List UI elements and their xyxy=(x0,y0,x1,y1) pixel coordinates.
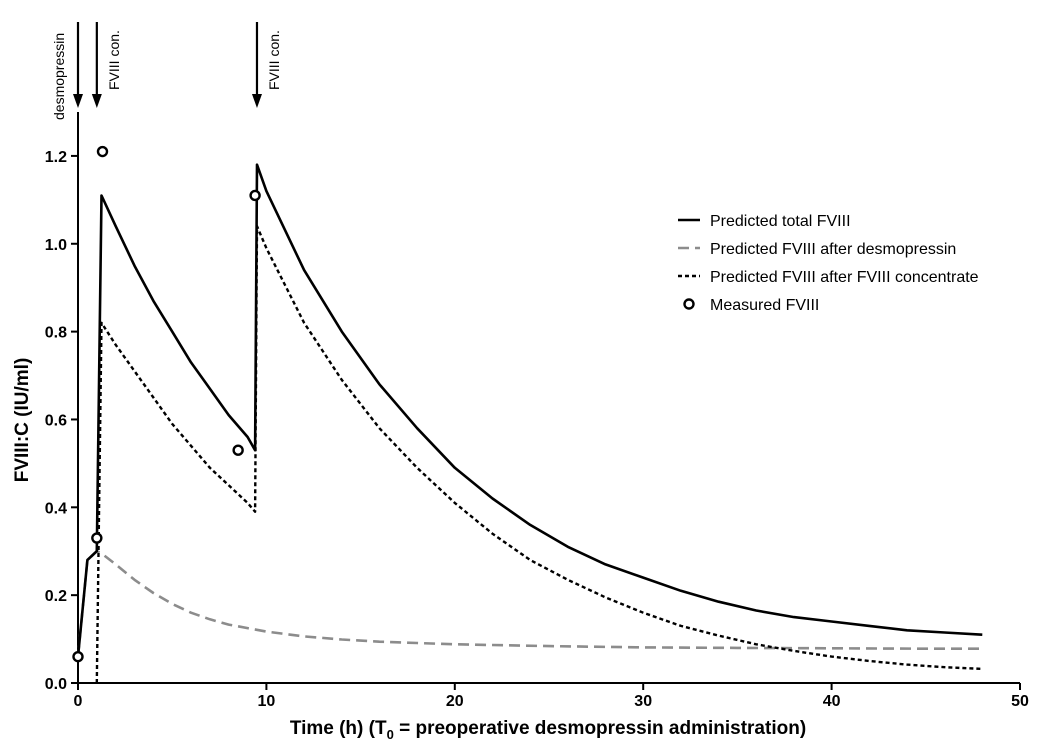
annotations: desmopressin FVIII con. FVIII con. xyxy=(51,22,282,120)
legend-item: Predicted total FVIII xyxy=(678,213,851,230)
y-tick-label: 0.6 xyxy=(45,412,67,429)
x-tick-label: 30 xyxy=(634,693,652,710)
x-axis-title-suffix: = preoperative desmopressin administrati… xyxy=(394,718,806,739)
series-layer xyxy=(72,145,983,684)
dose-annotation: FVIII con. xyxy=(251,22,282,108)
x-axis-title-prefix: Time (h) (T xyxy=(290,718,387,739)
measured-fviii-point xyxy=(91,532,103,544)
series-line-concentrate xyxy=(95,224,983,684)
x-tick-label: 10 xyxy=(258,693,276,710)
legend-item: Measured FVIII xyxy=(683,297,819,314)
series-line-desmopressin xyxy=(76,549,983,657)
legend-item: Predicted FVIII after desmopressin xyxy=(678,241,956,258)
measured-fviii-point xyxy=(96,145,109,158)
measured-fviii-point xyxy=(72,650,84,663)
legend-swatch xyxy=(683,298,695,310)
dose-arrow-head xyxy=(91,94,102,108)
y-tick-label: 0.4 xyxy=(45,500,67,517)
x-axis-title: Time (h) (T0 = preoperative desmopressin… xyxy=(290,718,806,742)
y-axis-title: FVIII:C (IU/ml) xyxy=(12,358,33,483)
x-tick-label: 40 xyxy=(823,693,841,710)
y-tick-label: 0.2 xyxy=(45,588,67,605)
y-tick-label: 1.2 xyxy=(45,149,67,166)
legend-label: Predicted FVIII after desmopressin xyxy=(710,241,956,258)
y-tick-label: 0.0 xyxy=(45,676,67,693)
measured-fviii-point xyxy=(249,189,261,202)
x-axis-title-subscript: 0 xyxy=(387,727,394,742)
series-line-total xyxy=(76,163,983,657)
dose-annotation-label: FVIII con. xyxy=(106,30,122,90)
x-tick-label: 50 xyxy=(1011,693,1029,710)
legend: Predicted total FVIII Predicted FVIII aft… xyxy=(678,213,979,314)
dose-annotation: desmopressin xyxy=(51,22,83,120)
legend-label: Measured FVIII xyxy=(710,297,819,314)
legend-item: Predicted FVIII after FVIII concentrate xyxy=(678,269,979,286)
measured-fviii-point xyxy=(232,444,244,456)
dose-annotation-label: desmopressin xyxy=(51,33,67,120)
dose-annotation: FVIII con. xyxy=(91,22,122,108)
legend-label: Predicted FVIII after FVIII concentrate xyxy=(710,269,979,286)
dose-annotation-label: FVIII con. xyxy=(266,30,282,90)
y-tick-label: 1.0 xyxy=(45,237,67,254)
y-tick-label: 0.8 xyxy=(45,325,67,342)
legend-label: Predicted total FVIII xyxy=(710,213,851,230)
axes: 0 10 20 30 40 50 0.0 0.2 0.4 0.6 0.8 1.0 1.2 xyxy=(45,112,1029,710)
dose-arrow-head xyxy=(73,94,83,108)
x-tick-label: 20 xyxy=(446,693,464,710)
dose-arrow-head xyxy=(251,94,262,108)
x-tick-label: 0 xyxy=(74,693,83,710)
